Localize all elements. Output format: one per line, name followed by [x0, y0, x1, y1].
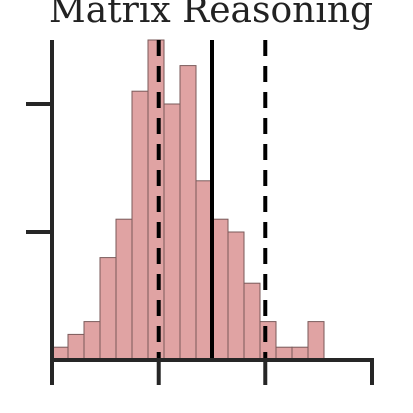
- histogram-bar-4: [115, 218, 133, 361]
- histogram-bar-13: [259, 321, 277, 361]
- histogram-bar-12: [243, 282, 261, 361]
- axes-group: [26, 40, 374, 385]
- reference-lines-group: [156, 40, 268, 360]
- histogram-bar-9: [195, 180, 213, 361]
- histogram-bar-10: [211, 218, 229, 361]
- histogram-bar-3: [99, 257, 117, 361]
- histogram-bar-16: [307, 321, 325, 361]
- histogram-bar-1: [67, 333, 85, 361]
- histogram-bar-2: [83, 321, 101, 361]
- bars-group: [51, 39, 325, 361]
- chart-title: Matrix Reasoning: [49, 0, 373, 31]
- histogram-bar-5: [131, 90, 149, 361]
- histogram-bar-6: [147, 39, 165, 361]
- histogram-bar-8: [179, 65, 197, 361]
- histogram-bar-11: [227, 231, 245, 361]
- histogram-bar-7: [163, 103, 181, 361]
